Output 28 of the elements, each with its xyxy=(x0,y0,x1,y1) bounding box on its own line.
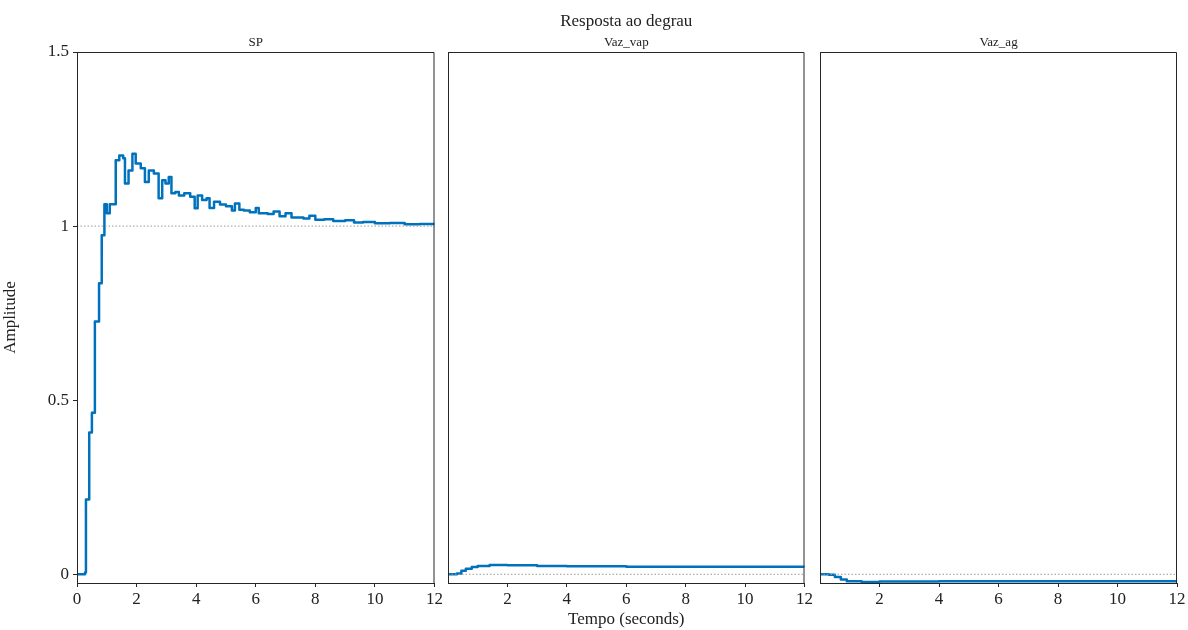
x-tick-label: 8 xyxy=(681,588,690,608)
x-tick-label: 6 xyxy=(994,588,1003,608)
x-tick-label: 8 xyxy=(311,588,320,608)
chart-title: Vaz_ag xyxy=(979,33,1019,49)
x-tick-label: 12 xyxy=(426,588,443,608)
x-tick-label: 6 xyxy=(622,588,631,608)
x-tick-label: 10 xyxy=(736,588,754,608)
text: Resposta ao degrau xyxy=(560,10,693,30)
x-tick-label: 12 xyxy=(796,588,813,608)
x-tick-label: 10 xyxy=(1109,588,1126,608)
y-tick-label: 1 xyxy=(60,215,69,235)
x-tick-label: 6 xyxy=(251,588,260,608)
x-tick-label: 4 xyxy=(562,588,572,608)
chart-title: SP xyxy=(248,33,263,49)
x-tick-label: 12 xyxy=(1168,588,1186,608)
x-tick-label: 10 xyxy=(366,588,384,608)
x-tick-label: 2 xyxy=(875,588,884,608)
x-tick-label: 8 xyxy=(1053,588,1063,608)
y-axis-title: Amplitude xyxy=(0,281,19,354)
y-tick-label: 1.5 xyxy=(47,41,69,61)
x-axis-title: Tempo (seconds) xyxy=(568,609,685,629)
chart-title: Vaz_vap xyxy=(603,33,649,49)
y-tick-label: 0.5 xyxy=(47,389,69,409)
y-tick-label: 0 xyxy=(60,563,69,583)
x-tick-label: 2 xyxy=(132,588,141,608)
x-tick-label: 4 xyxy=(934,588,944,608)
x-tick-label: 4 xyxy=(191,588,201,608)
x-tick-label: 2 xyxy=(503,588,512,608)
